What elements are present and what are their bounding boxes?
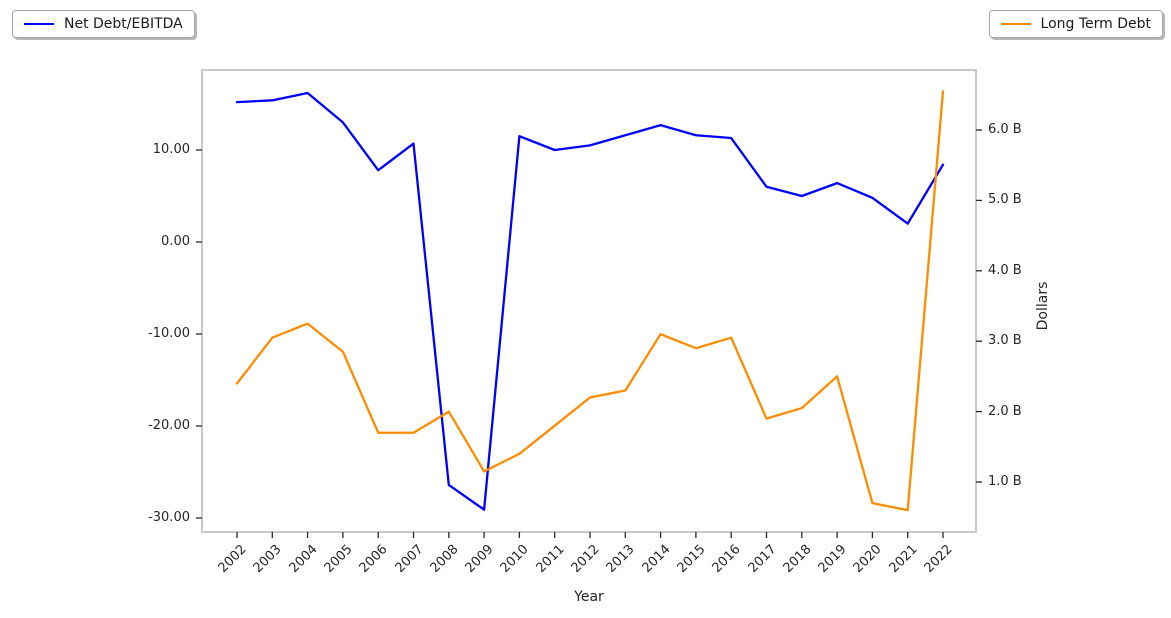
x-axis-title: Year [574,589,604,605]
right-y-tick-label: 4.0 B [988,262,1022,278]
right-y-tick-label: 3.0 B [988,333,1022,349]
long-term-debt-line-swatch [1000,23,1031,25]
legend-long-term-debt-label: Long Term Debt [1040,16,1151,32]
left-y-tick-label: -10.00 [148,326,190,341]
right-y-axis-title: Dollars [1035,281,1051,331]
left-y-tick-label: -30.00 [148,510,190,525]
long-term-debt-line [235,90,945,512]
net-debt-ebitda-line [235,91,945,511]
legend-net-debt-ebitda-label: Net Debt/EBITDA [64,16,183,32]
left-y-tick-label: 0.00 [161,234,190,249]
plot-border [201,69,977,533]
legend-net-debt-ebitda: Net Debt/EBITDA [12,10,195,38]
left-y-tick-label: -20.00 [148,418,190,433]
right-y-tick-label: 1.0 B [988,474,1022,489]
right-y-tick-label: 2.0 B [988,403,1022,419]
legend-long-term-debt: Long Term Debt [988,10,1163,38]
right-y-tick-label: 6.0 B [988,122,1022,137]
right-y-tick-label: 5.0 B [988,192,1022,208]
left-y-tick-label: 10.00 [152,142,190,157]
net-debt-ebitda-line-swatch [24,23,54,25]
